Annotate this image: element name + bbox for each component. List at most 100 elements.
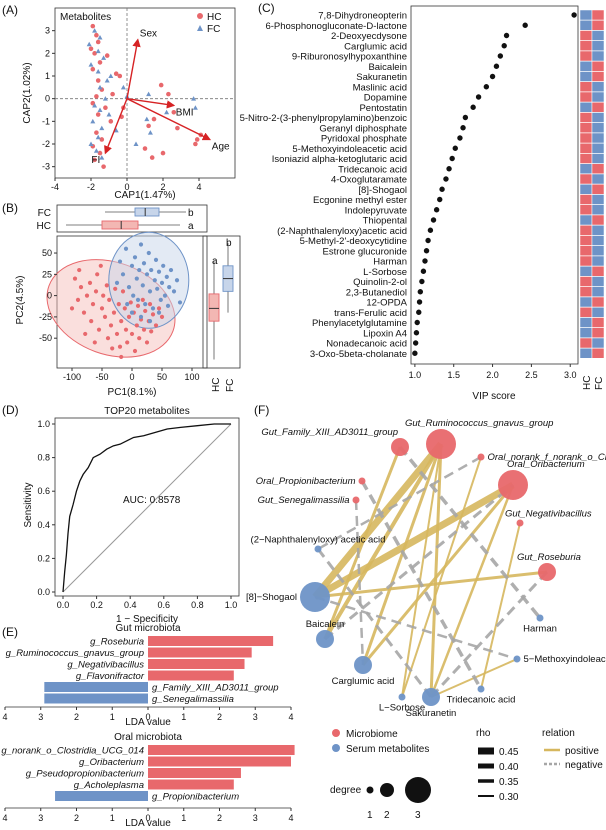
metabolite-node xyxy=(477,685,485,693)
panel-a-fc-point xyxy=(164,109,170,115)
vip-heat-hc-cell xyxy=(579,30,593,41)
panel-a-hc-point xyxy=(149,155,155,160)
panel-a-hc-point xyxy=(88,46,94,52)
vip-point xyxy=(571,12,577,18)
legend-degree-2: 2 xyxy=(384,810,390,821)
panel-b-hc-point xyxy=(123,327,129,332)
vip-heat-fc-cell xyxy=(591,327,605,338)
panel-a-fc-point xyxy=(97,34,103,40)
panel-a-xtick-label: 4 xyxy=(196,182,201,192)
panel-c-xtick-label: 2.5 xyxy=(525,370,538,380)
vip-heat-fc-cell xyxy=(591,163,605,174)
lda-xtick-label: 3 xyxy=(38,712,43,722)
panel-b-hc-point xyxy=(135,303,141,308)
lda-bar xyxy=(148,636,274,646)
panel-b-fc-point xyxy=(165,303,171,308)
vip-row-label: Maslinic acid xyxy=(353,82,407,93)
positive-correlation-edge xyxy=(323,442,443,641)
panel-b-hc-point xyxy=(120,289,126,294)
panel-a-fc-point xyxy=(95,68,101,74)
legend-degree-1-circle xyxy=(366,786,374,794)
lda-xtick-label: 2 xyxy=(74,813,79,823)
legend-rho-045: 0.45 xyxy=(499,747,519,758)
panel-a-hc-point xyxy=(193,141,198,147)
panel-a-fc-point xyxy=(97,107,103,112)
vip-point xyxy=(497,53,504,59)
vip-point xyxy=(417,289,424,295)
microbiome-node xyxy=(358,477,366,485)
panel-a-fc-point xyxy=(95,48,101,54)
positive-correlation-edge xyxy=(323,446,402,640)
panel-b-fc-point xyxy=(149,267,154,273)
panel-d-ytick-label: 1.0 xyxy=(37,419,50,429)
vip-row-label: Harman xyxy=(373,257,407,268)
panel-b-hc-point xyxy=(75,297,81,302)
lda-bar xyxy=(148,659,245,669)
panel-a-hc-point xyxy=(175,125,180,131)
vip-heat-fc-cell xyxy=(591,50,605,62)
positive-correlation-edge xyxy=(361,484,515,666)
panel-b-fc-point xyxy=(144,272,150,277)
vip-row-label: Phenylacetylglutamine xyxy=(312,318,407,329)
panel-b-fc-point xyxy=(132,255,138,260)
panel-d-ylabel: Sensitivity xyxy=(23,482,34,527)
panel-b-hc-point xyxy=(140,297,145,302)
lda-xtick-label: 2 xyxy=(217,712,222,722)
vip-row-label: Thiopental xyxy=(363,216,407,227)
panel-b-fc-point xyxy=(177,300,183,305)
vip-row-label: Dopamine xyxy=(364,93,407,104)
vip-point xyxy=(437,196,443,203)
panel-b-right-group-hc: HC xyxy=(211,378,222,392)
vip-heat-hc-cell xyxy=(579,337,593,349)
panel-b-ytick-label: 25 xyxy=(42,269,52,279)
panel-a-frame xyxy=(54,7,236,179)
network-node-label: L−Sorbose xyxy=(379,703,425,714)
vip-heat-hc-cell xyxy=(579,307,593,318)
panel-c-xtick-label: 1.0 xyxy=(409,370,422,380)
vip-row-label: Tridecanoic acid xyxy=(338,164,407,175)
panel-a-fc-point xyxy=(90,118,96,124)
panel-b-hc-point xyxy=(99,306,105,311)
panel-b: (B) FC HC b a -100 -50 0 50 100 50 25 0 -25 -50 P… xyxy=(2,201,241,398)
panel-a-fc-point xyxy=(113,127,119,133)
panel-b-xlabel: PC1(8.1%) xyxy=(108,387,157,398)
panel-b-ticks: -100 -50 0 50 100 50 25 0 -25 -50 xyxy=(39,248,200,382)
vip-point xyxy=(503,32,510,39)
negative-correlation-edge xyxy=(324,483,514,641)
panel-b-hc-point xyxy=(141,327,147,332)
panel-b-ytick-label: -25 xyxy=(39,312,52,322)
panel-a-vector-label: Age xyxy=(212,141,230,152)
panel-b-fc-point xyxy=(156,269,162,274)
panel-b-fc-point xyxy=(162,293,168,298)
vip-heat-hc-cell xyxy=(579,225,593,236)
vip-row-label: 2,3-Butanediol xyxy=(346,287,407,298)
vip-heat-hc-cell xyxy=(579,286,593,297)
legend-degree-3-circle xyxy=(405,777,431,803)
panel-a-hc-point xyxy=(94,32,99,38)
vip-row-label: 5-Methyl-2'-deoxycytidine xyxy=(300,236,407,247)
vip-heat-fc-cell xyxy=(591,40,605,51)
lda-xtick-label: 4 xyxy=(2,712,7,722)
panel-b-hc-point xyxy=(150,312,156,317)
microbiome-node xyxy=(498,470,528,500)
panel-b-right-letter-fc: b xyxy=(226,238,232,249)
panel-b-hc-point xyxy=(78,284,84,290)
panel-b-hc-point xyxy=(134,323,139,328)
panel-b-fc-point xyxy=(171,289,177,294)
vip-point xyxy=(470,104,476,110)
legend-serum-marker xyxy=(332,744,340,752)
panel-b-fc-point xyxy=(156,310,162,315)
vip-row-label: Pentostatin xyxy=(359,103,407,114)
microbiome-node xyxy=(477,453,485,461)
network-node-label: Tridecanoic acid xyxy=(447,695,516,706)
negative-correlation-edge xyxy=(354,499,365,666)
legend-microbiome-label: Microbiome xyxy=(346,729,398,740)
vip-row-label: 7,8-Dihydroneopterin xyxy=(318,11,407,22)
vip-heat-fc-cell xyxy=(591,102,605,113)
vip-row-label: Pyridoxal phosphate xyxy=(321,134,407,145)
vip-point xyxy=(449,155,455,162)
panel-b-fc-point xyxy=(123,246,129,251)
vip-row-label: Nonadecanoic acid xyxy=(326,339,407,350)
panel-b-hc-point xyxy=(89,319,94,324)
legend-relation-title: relation xyxy=(542,728,575,739)
